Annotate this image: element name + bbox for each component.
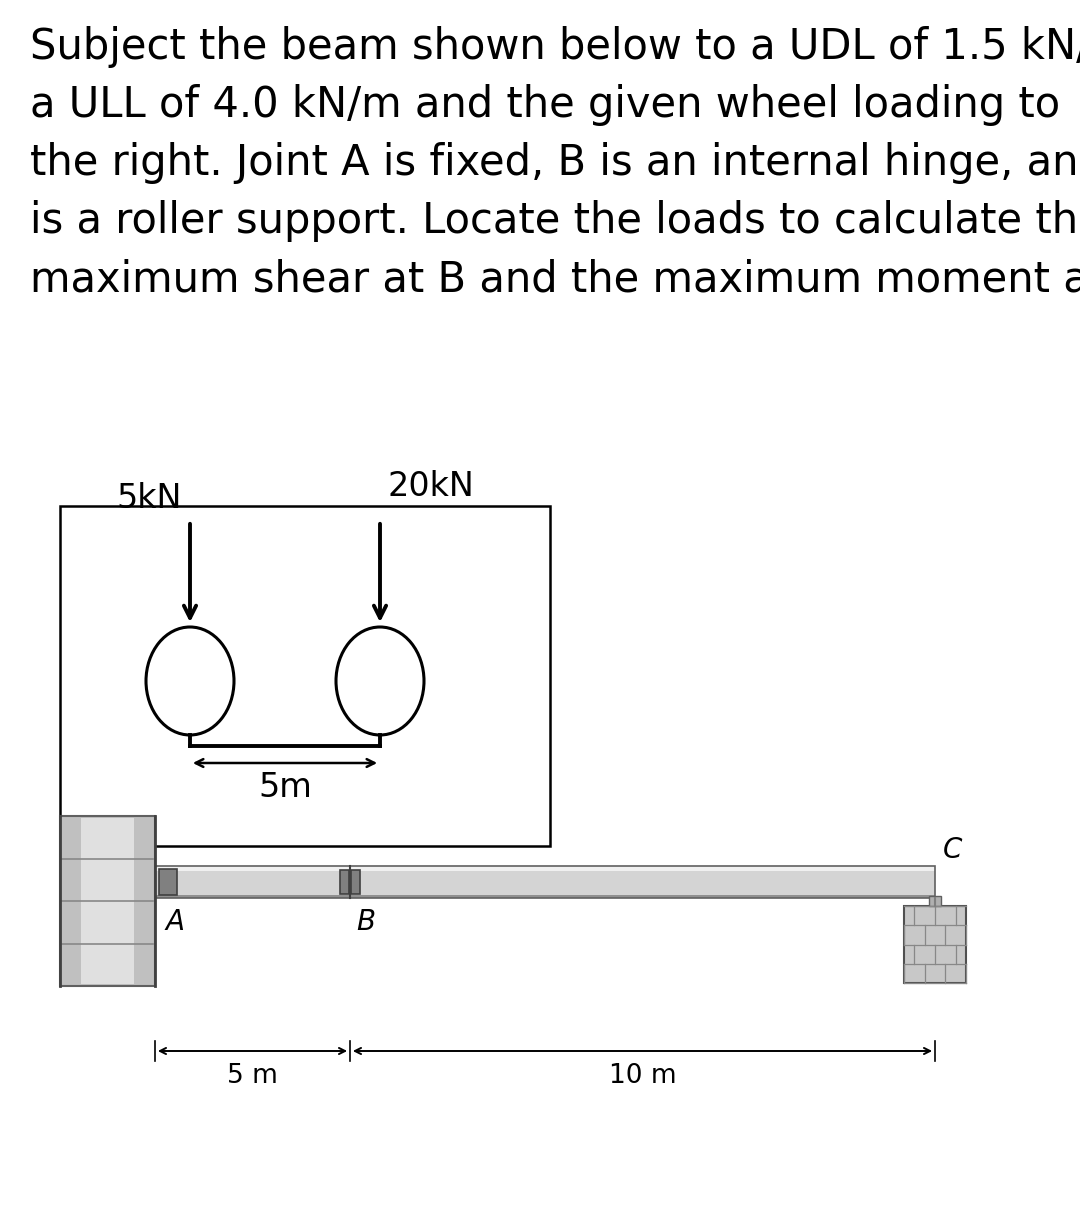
Text: 5m: 5m: [258, 771, 312, 804]
Text: A: A: [165, 908, 184, 936]
Ellipse shape: [336, 627, 424, 734]
Bar: [340, 870, 349, 894]
Bar: [156, 895, 935, 898]
Text: Subject the beam shown below to a UDL of 1.5 kN/m,: Subject the beam shown below to a UDL of…: [30, 27, 1080, 68]
Text: the right. Joint A is fixed, B is an internal hinge, and C: the right. Joint A is fixed, B is an int…: [30, 142, 1080, 185]
Bar: [929, 896, 941, 906]
Bar: [60, 816, 156, 987]
Text: C: C: [943, 836, 962, 863]
Bar: [60, 507, 550, 845]
Ellipse shape: [146, 627, 234, 734]
Text: 20kN: 20kN: [388, 470, 475, 503]
Bar: [156, 871, 935, 895]
Bar: [156, 866, 935, 898]
Bar: [159, 870, 177, 895]
Bar: [156, 866, 935, 871]
Text: maximum shear at B and the maximum moment at A.: maximum shear at B and the maximum momen…: [30, 258, 1080, 300]
Text: a ULL of 4.0 kN/m and the given wheel loading to: a ULL of 4.0 kN/m and the given wheel lo…: [30, 84, 1061, 125]
Bar: [351, 870, 360, 894]
Text: 10 m: 10 m: [609, 1062, 676, 1089]
Text: B: B: [356, 908, 375, 936]
Text: is a roller support. Locate the loads to calculate the: is a roller support. Locate the loads to…: [30, 200, 1080, 242]
Text: 5 m: 5 m: [227, 1062, 278, 1089]
Text: 5kN: 5kN: [117, 482, 183, 515]
Bar: [81, 818, 134, 984]
Bar: [904, 906, 966, 983]
